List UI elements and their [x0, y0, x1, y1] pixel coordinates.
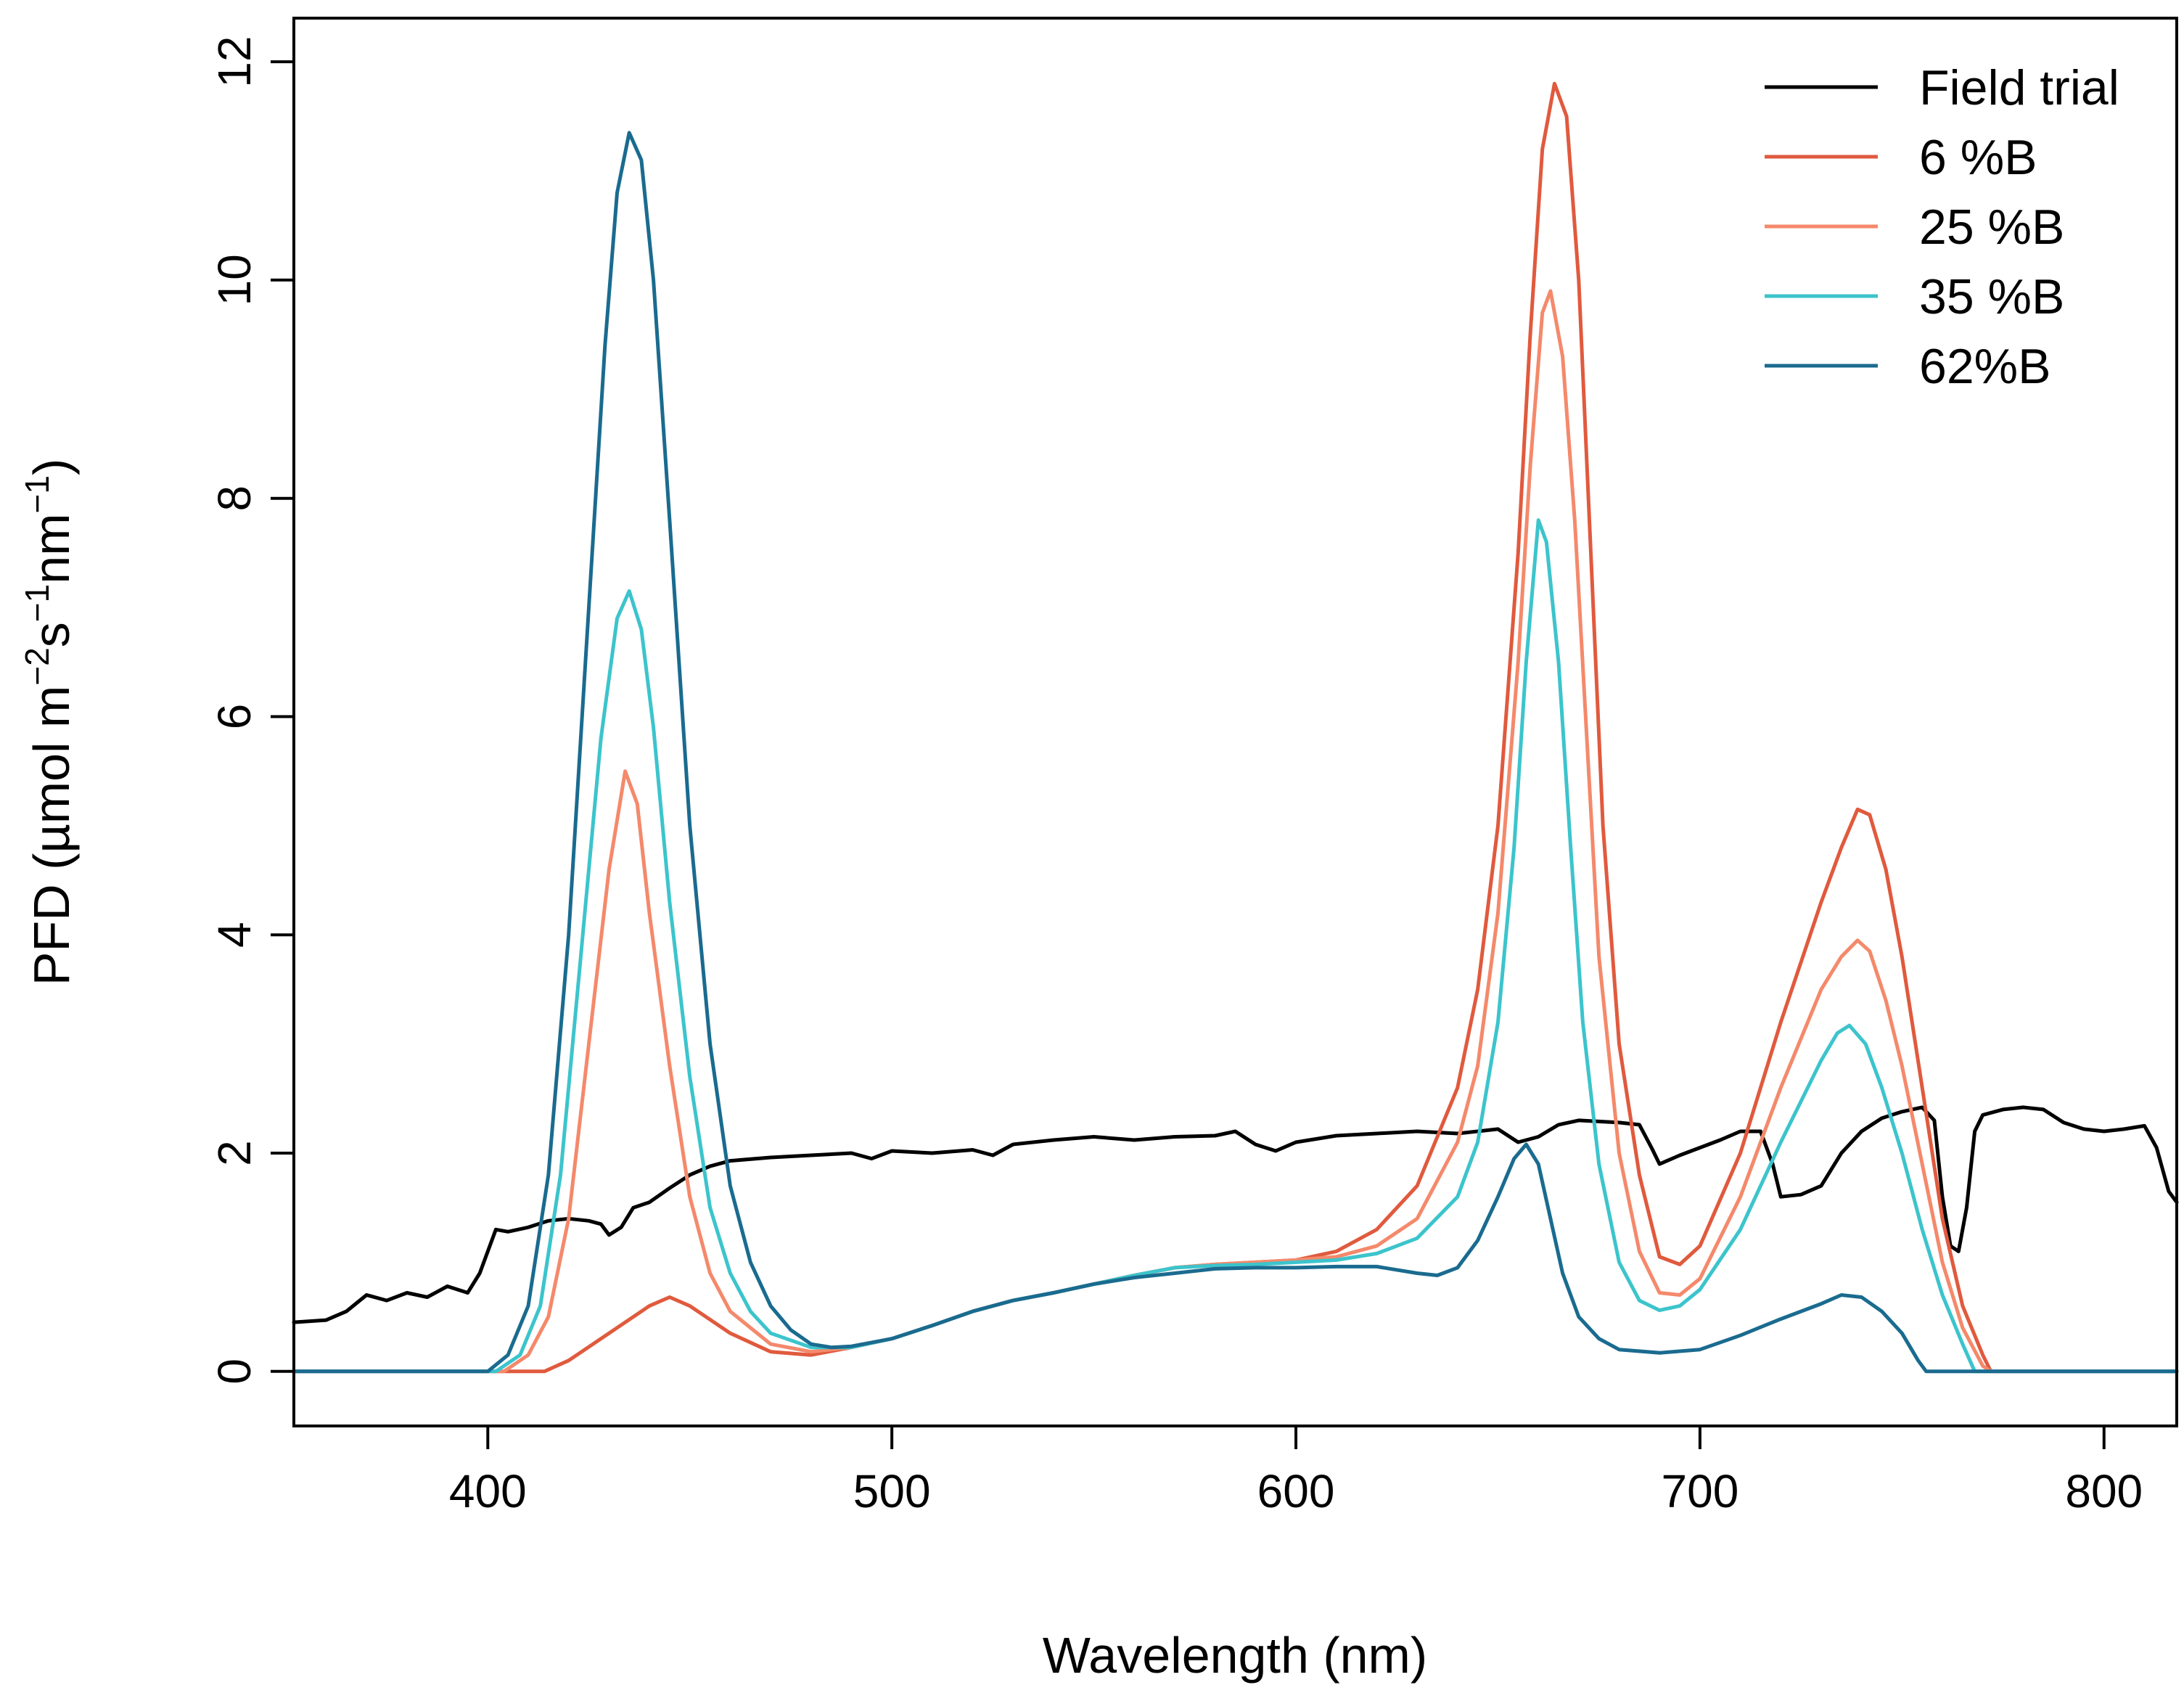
series-line-5	[292, 131, 2179, 1374]
legend-label-1: Field trial	[1919, 60, 2119, 115]
y-tick-label: 6	[208, 704, 260, 730]
legend: Field trial 6 %B 25 %B 35 %B 62%B	[1765, 60, 2119, 394]
plot-frame	[292, 17, 2178, 1427]
x-tick-label: 400	[449, 1465, 527, 1517]
series-line-2	[292, 81, 2179, 1374]
y-tick-label: 12	[208, 36, 260, 88]
series-line-3	[292, 289, 2179, 1374]
y-axis-title-exp3: −1	[18, 475, 56, 513]
y-axis-title-prefix: PFD (µmol m	[23, 686, 80, 986]
legend-label-5: 62%B	[1919, 339, 2050, 394]
y-axis-title-exp1: −2	[18, 647, 56, 685]
x-axis: 400 500 600 700 800	[449, 1426, 2143, 1517]
y-axis-title-mid2: nm	[23, 513, 80, 583]
legend-label-2: 6 %B	[1919, 130, 2037, 185]
x-axis-title: Wavelength (nm)	[1043, 1627, 1427, 1684]
y-tick-label: 4	[208, 922, 260, 948]
series-lines	[292, 81, 2179, 1374]
legend-label-4: 35 %B	[1919, 269, 2064, 324]
x-tick-label: 500	[853, 1465, 931, 1517]
x-tick-label: 700	[1662, 1465, 1739, 1517]
series-line-1	[292, 1105, 2179, 1324]
x-tick-label: 600	[1257, 1465, 1335, 1517]
legend-label-3: 25 %B	[1919, 200, 2064, 255]
y-tick-label: 10	[208, 254, 260, 306]
y-axis-title-suffix: )	[23, 459, 80, 475]
y-tick-label: 2	[208, 1140, 260, 1166]
y-axis-title-mid1: s	[23, 622, 80, 647]
y-axis: 0 2 4 6 8 10 12	[208, 36, 294, 1385]
y-axis-title-exp2: −1	[18, 584, 56, 622]
y-tick-label: 8	[208, 485, 260, 512]
y-tick-label: 0	[208, 1358, 260, 1385]
x-tick-label: 800	[2065, 1465, 2143, 1517]
series-line-4	[292, 518, 2179, 1374]
y-axis-title: PFD (µmol m−2s−1nm−1)	[18, 459, 80, 986]
